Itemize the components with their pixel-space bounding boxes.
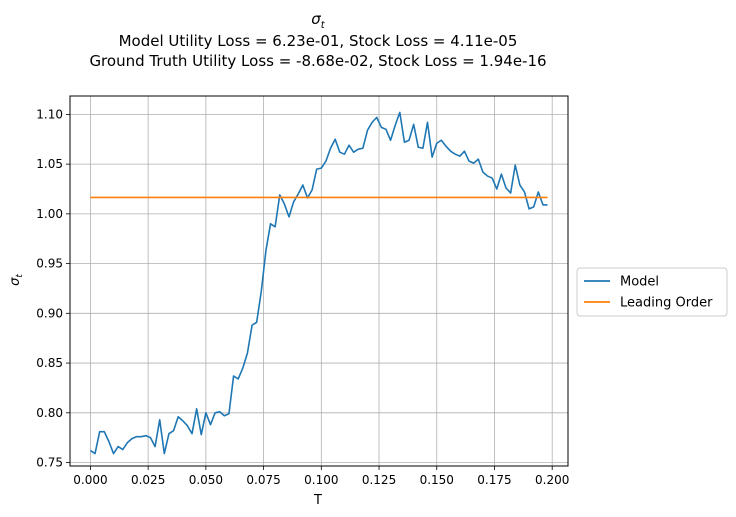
y-axis-label-sub: t bbox=[15, 274, 25, 278]
chart-title-symbol: σt bbox=[311, 10, 326, 31]
y-tick-label: 1.10 bbox=[36, 107, 63, 121]
legend-label: Model bbox=[620, 275, 659, 290]
x-tick-label: 0.100 bbox=[304, 473, 338, 487]
chart-title-line3: Ground Truth Utility Loss = -8.68e-02, S… bbox=[89, 52, 546, 70]
legend-label: Leading Order bbox=[620, 296, 713, 311]
y-tick-label: 0.85 bbox=[36, 356, 63, 370]
x-axis-label: T bbox=[313, 493, 322, 508]
series-line-model bbox=[89, 111, 548, 455]
x-tick-label: 0.125 bbox=[362, 473, 396, 487]
chart-title: σt Model Utility Loss = 6.23e-01, Stock … bbox=[89, 10, 546, 70]
x-tick-label: 0.000 bbox=[73, 473, 107, 487]
y-tick-label: 1.05 bbox=[36, 157, 63, 171]
y-tick-label: 0.90 bbox=[36, 306, 63, 320]
x-tick-label: 0.200 bbox=[535, 473, 569, 487]
y-tick-label: 1.00 bbox=[36, 207, 63, 221]
x-axis: 0.000 0.025 0.050 0.075 0.100 0.125 0.150 0.175… bbox=[73, 466, 569, 487]
legend-box bbox=[576, 267, 728, 317]
chart-title-symbol-sub: t bbox=[321, 20, 326, 31]
x-tick-label: 0.050 bbox=[189, 473, 223, 487]
x-tick-label: 0.150 bbox=[420, 473, 454, 487]
y-axis-label: σt bbox=[8, 274, 25, 286]
y-axis: 0.75 0.80 0.85 0.90 0.95 1.00 1.05 1.10 bbox=[36, 107, 70, 470]
x-tick-label: 0.175 bbox=[477, 473, 511, 487]
plot-lines bbox=[89, 111, 548, 455]
x-tick-label: 0.025 bbox=[131, 473, 165, 487]
chart-title-line2: Model Utility Loss = 6.23e-01, Stock Los… bbox=[119, 32, 518, 50]
x-tick-label: 0.075 bbox=[246, 473, 280, 487]
legend: Model Leading Order bbox=[576, 267, 728, 317]
y-tick-label: 0.95 bbox=[36, 257, 63, 271]
grid bbox=[70, 96, 568, 466]
y-tick-label: 0.75 bbox=[36, 456, 63, 470]
plot-area-frame bbox=[69, 95, 569, 467]
y-tick-label: 0.80 bbox=[36, 406, 63, 420]
